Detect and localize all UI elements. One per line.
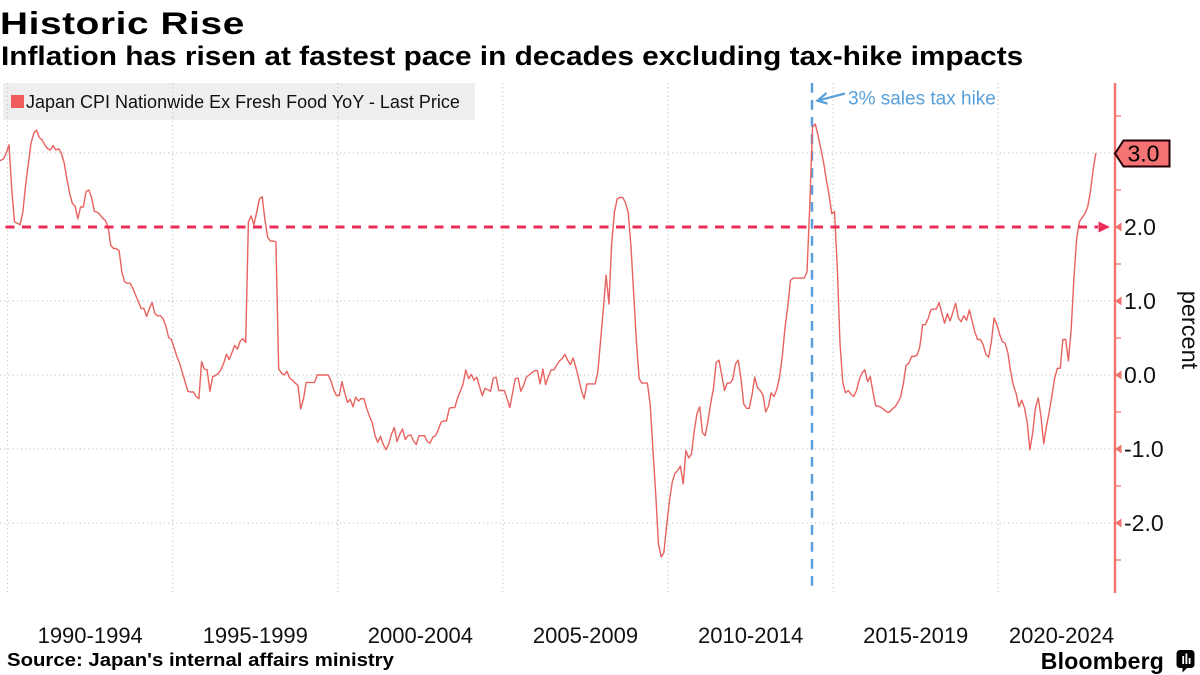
svg-text:0.0: 0.0 xyxy=(1124,362,1156,388)
svg-text:1990-1994: 1990-1994 xyxy=(38,623,143,648)
svg-text:2005-2009: 2005-2009 xyxy=(533,623,638,648)
svg-text:2000-2004: 2000-2004 xyxy=(368,623,473,648)
svg-text:-2.0: -2.0 xyxy=(1124,510,1164,536)
svg-text:2020-2024: 2020-2024 xyxy=(1009,623,1114,648)
svg-text:3.0: 3.0 xyxy=(1128,141,1160,167)
svg-text:-1.0: -1.0 xyxy=(1124,436,1164,462)
svg-text:2010-2014: 2010-2014 xyxy=(698,623,803,648)
svg-text:2.0: 2.0 xyxy=(1124,214,1156,240)
svg-text:percent: percent xyxy=(1177,291,1200,370)
svg-text:1995-1999: 1995-1999 xyxy=(203,623,308,648)
svg-text:3% sales tax hike: 3% sales tax hike xyxy=(848,89,996,110)
svg-text:Japan CPI Nationwide Ex Fresh: Japan CPI Nationwide Ex Fresh Food YoY -… xyxy=(26,92,460,112)
svg-text:2015-2019: 2015-2019 xyxy=(863,623,968,648)
svg-text:1.0: 1.0 xyxy=(1124,288,1156,314)
